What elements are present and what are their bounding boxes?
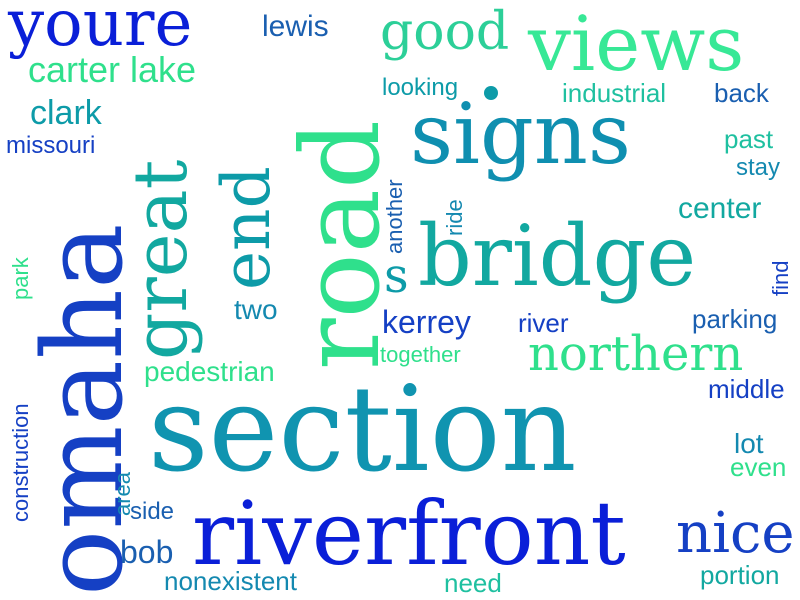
word-side: side xyxy=(130,498,175,525)
word-middle: middle xyxy=(708,374,785,404)
word-even: even xyxy=(730,452,787,482)
word-together: together xyxy=(380,342,461,367)
word-views: views xyxy=(528,0,745,88)
word-ride: ride xyxy=(442,199,467,236)
word-river: river xyxy=(518,308,569,338)
word-bob: bob xyxy=(120,534,174,570)
word-area: area xyxy=(110,471,135,516)
word-bridge: bridge xyxy=(418,207,697,305)
word-youre: youre xyxy=(8,0,193,61)
dot-mark xyxy=(484,86,498,100)
word-pedestrian: pedestrian xyxy=(144,356,275,387)
word-parking: parking xyxy=(692,304,778,334)
word-nice: nice xyxy=(676,501,795,566)
word-back: back xyxy=(714,78,769,108)
word-find: find xyxy=(768,260,793,296)
word-kerrey: kerrey xyxy=(382,304,471,340)
word-carter-lake: carter lake xyxy=(28,49,197,90)
word-s: s xyxy=(384,248,409,304)
word-lewis: lewis xyxy=(262,10,329,43)
word-another: another xyxy=(382,179,407,254)
word-center: center xyxy=(678,192,762,225)
word-signs: signs xyxy=(410,85,631,183)
word-end: end xyxy=(208,166,285,290)
word-park: park xyxy=(8,257,33,300)
word-riverfront: riverfront xyxy=(192,482,626,585)
word-need: need xyxy=(444,568,502,598)
word-construction: construction xyxy=(8,403,33,522)
word-northern: northern xyxy=(528,326,744,382)
word-nonexistent: nonexistent xyxy=(164,566,297,596)
word-good: good xyxy=(380,2,510,62)
word-past: past xyxy=(724,124,774,154)
word-missouri: missouri xyxy=(6,132,96,159)
word-two: two xyxy=(234,294,278,325)
word-industrial: industrial xyxy=(562,78,667,108)
word-lot: lot xyxy=(734,428,764,459)
word-great: great xyxy=(118,159,204,360)
word-section: section xyxy=(148,360,577,498)
word-looking: looking xyxy=(382,74,459,101)
word-portion: portion xyxy=(700,560,780,590)
word-stay: stay xyxy=(736,154,781,181)
word-road: road xyxy=(279,119,404,370)
word-clark: clark xyxy=(30,94,102,132)
